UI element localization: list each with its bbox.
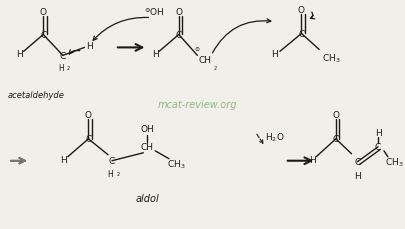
Text: aldol: aldol — [135, 194, 159, 204]
Text: C: C — [40, 31, 46, 40]
Text: O: O — [40, 8, 47, 17]
Text: H: H — [151, 50, 158, 59]
Text: O: O — [297, 6, 304, 15]
Text: H: H — [374, 129, 380, 138]
Text: C: C — [85, 135, 91, 144]
Text: OH: OH — [140, 125, 154, 134]
Text: C: C — [354, 158, 360, 166]
Text: CH: CH — [141, 143, 153, 152]
Text: O: O — [175, 8, 182, 17]
Text: H$_2$O: H$_2$O — [264, 131, 284, 144]
Text: mcat-review.org: mcat-review.org — [157, 99, 237, 109]
Text: $_2$: $_2$ — [66, 64, 71, 72]
Text: H: H — [353, 171, 360, 180]
Text: H: H — [86, 42, 92, 51]
Text: CH$_3$: CH$_3$ — [384, 156, 403, 168]
Text: H: H — [60, 155, 67, 164]
Text: O: O — [85, 111, 92, 120]
Text: H: H — [16, 50, 23, 59]
Text: C: C — [298, 30, 304, 39]
Text: CH: CH — [198, 56, 211, 65]
Text: CH$_3$: CH$_3$ — [167, 158, 185, 170]
Text: C: C — [332, 135, 338, 144]
Text: CH$_3$: CH$_3$ — [321, 52, 339, 64]
Text: H: H — [308, 155, 315, 164]
Text: $^{⊖}$OH: $^{⊖}$OH — [143, 7, 164, 18]
Text: C: C — [60, 52, 66, 61]
Text: acetaldehyde: acetaldehyde — [8, 90, 65, 99]
Text: C: C — [109, 157, 115, 166]
Text: C: C — [175, 31, 181, 40]
Text: H: H — [58, 63, 64, 72]
Text: O: O — [332, 111, 339, 120]
Text: H: H — [271, 50, 278, 59]
Text: $_2$: $_2$ — [116, 170, 121, 178]
Text: C: C — [374, 143, 380, 152]
Text: H: H — [107, 169, 113, 178]
Text: $_2$: $_2$ — [212, 64, 217, 72]
Text: $^{⊖}$: $^{⊖}$ — [194, 46, 200, 55]
